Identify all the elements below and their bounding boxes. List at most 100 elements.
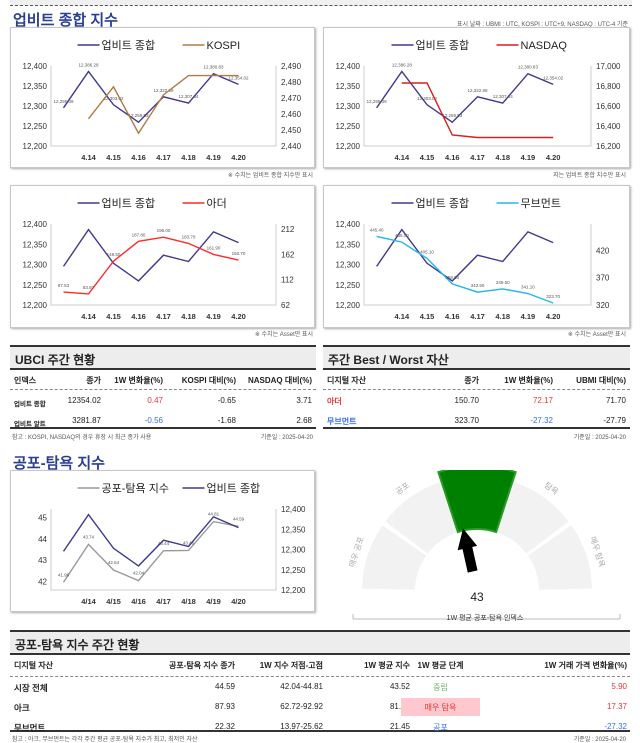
data-label: 323.70 bbox=[546, 294, 560, 299]
right-axis-tick: 2,450 bbox=[281, 126, 302, 135]
plot-frame bbox=[50, 66, 277, 147]
data-label: 435.00 bbox=[395, 233, 409, 238]
cell: 44.59 bbox=[214, 682, 235, 691]
cell: 업비트 알트 bbox=[14, 421, 46, 428]
data-label: 12,380.83 bbox=[203, 65, 224, 70]
legend-label: 업비트 종합 bbox=[416, 39, 470, 52]
right-axis-tick: 12,400 bbox=[281, 505, 306, 514]
x-axis-tick: 4.16 bbox=[131, 312, 146, 321]
x-axis-tick: 4/15 bbox=[106, 597, 121, 606]
gauge-segment bbox=[385, 482, 457, 554]
cell: 아더 bbox=[327, 397, 342, 406]
cell: -27.32 bbox=[604, 722, 627, 731]
data-label: 83.97 bbox=[83, 285, 95, 290]
section-title-ubmi: 업비트 종합 지수 bbox=[13, 12, 118, 29]
left-axis-tick: 45 bbox=[38, 514, 47, 523]
bestworst-header-row: 디지털 자산 종가 1W 변화율(%) UBMI 대비(%) bbox=[323, 370, 630, 390]
series-line-1 bbox=[63, 236, 239, 295]
data-label: 445.40 bbox=[370, 227, 384, 232]
cell: 42.04-44.81 bbox=[280, 682, 323, 691]
cell: -0.56 bbox=[144, 416, 163, 425]
x-axis-tick: 4.15 bbox=[106, 312, 121, 321]
gauge-segment bbox=[362, 525, 427, 590]
cell: 81.57 bbox=[389, 702, 410, 711]
x-axis-tick: 4.14 bbox=[395, 312, 410, 321]
data-label: 161.90 bbox=[207, 245, 221, 250]
data-label: 349.50 bbox=[496, 280, 510, 285]
data-label: 12,322.89 bbox=[467, 88, 488, 93]
cell: 3281.87 bbox=[72, 416, 101, 425]
x-axis-tick: 4/20 bbox=[231, 597, 246, 606]
cell: 무브먼트 bbox=[327, 417, 357, 426]
left-axis-tick: 12,350 bbox=[23, 240, 48, 249]
data-label: 12,259.53 bbox=[442, 113, 463, 118]
gauge-needle-arrow bbox=[457, 528, 478, 573]
data-label: 87.53 bbox=[58, 283, 70, 288]
right-axis-tick: 2,440 bbox=[281, 142, 302, 151]
gauge-label: 탐욕 bbox=[543, 480, 561, 497]
chart-note: ※ 수치는 Asset만 표시 bbox=[254, 332, 313, 338]
bestworst-table: 주간 Best / Worst 자산 디지털 자산 종가 1W 변화율(%) U… bbox=[323, 345, 630, 429]
data-label: 12,354.02 bbox=[543, 75, 564, 80]
chart-note: 지는 업비트 종합 지수만 표시 bbox=[553, 173, 626, 179]
right-axis-tick: 12,250 bbox=[281, 566, 306, 575]
gauge-segment bbox=[437, 470, 517, 534]
cell: 3.71 bbox=[296, 396, 312, 405]
right-axis-tick: 16,800 bbox=[596, 82, 621, 91]
col-header: 1W 거래 가격 변화율(%) bbox=[544, 661, 627, 670]
cell: 17.37 bbox=[606, 702, 627, 711]
chart-ubmi-kospi: 12,400 12,350 12,300 12,250 12,200 2,490 2,480… bbox=[10, 27, 315, 168]
fear-date: 기준일 : 2025-04-20 bbox=[573, 737, 626, 743]
left-axis-tick: 12,300 bbox=[23, 261, 48, 270]
right-axis-tick: 370 bbox=[596, 274, 610, 283]
data-label: 12,354.02 bbox=[228, 75, 249, 80]
data-label: 343.50 bbox=[471, 283, 485, 288]
gauge-value: 43 bbox=[470, 590, 484, 604]
col-header: 1W 변화율(%) bbox=[504, 376, 553, 385]
right-axis-tick: 2,470 bbox=[281, 94, 302, 103]
data-label: 42.54 bbox=[108, 560, 120, 565]
chart-fear-greed: 45 44 43 42 12,400 12,350 12,300 12,250 12,200 4/… bbox=[10, 470, 315, 612]
ubci-footnote: 참고 : KOSPI, NASDAQ의 경우 휴장 시 최근 종가 사용 bbox=[12, 435, 152, 441]
date-note: 표시 날짜 : UBMI : UTC, KOSPI : UTC+9, NASDA… bbox=[457, 22, 628, 28]
left-axis-tick: 12,200 bbox=[23, 142, 48, 151]
legend-label: 아더 bbox=[207, 197, 227, 210]
ubci-date: 기준일 : 2025-04-20 bbox=[260, 435, 313, 441]
cell: 12354.02 bbox=[67, 396, 101, 405]
ubci-header-row: 인덱스 종가 1W 변화율(%) KOSPI 대비(%) NASDAQ 대비(%… bbox=[10, 370, 316, 390]
cell: 2.68 bbox=[296, 416, 312, 425]
table-row: 시장 전체 44.59 42.04-44.81 43.52 중립 5.90 bbox=[10, 677, 630, 697]
table-row: 무브먼트 323.70 -27.32 -27.79 bbox=[323, 411, 630, 431]
chart-note: ※ 수치는 Asset만 표시 bbox=[567, 332, 626, 338]
x-axis-tick: 4.16 bbox=[131, 153, 146, 162]
cell: -27.32 bbox=[530, 416, 553, 425]
plot-frame bbox=[50, 224, 277, 306]
legend-label: 업비트 종합 bbox=[416, 197, 470, 210]
plot-frame bbox=[50, 509, 277, 591]
right-axis-tick: 62 bbox=[281, 301, 290, 310]
data-label: 12,386.28 bbox=[392, 62, 413, 67]
cell: 62.72-92.92 bbox=[280, 702, 323, 711]
x-axis-tick: 4.15 bbox=[420, 153, 435, 162]
series-line-1 bbox=[401, 82, 554, 139]
series-line-0 bbox=[62, 228, 239, 282]
series-line-1 bbox=[62, 513, 239, 567]
gauge-segment bbox=[497, 482, 569, 554]
data-label: 44.81 bbox=[208, 512, 220, 517]
col-header: 디지털 자산 bbox=[327, 376, 367, 385]
series-line-1 bbox=[87, 74, 239, 135]
cell: 43.52 bbox=[389, 682, 410, 691]
left-axis-tick: 12,300 bbox=[336, 261, 361, 270]
x-axis-tick: 4.18 bbox=[495, 153, 510, 162]
data-label: 358.60 bbox=[445, 275, 459, 280]
x-axis-tick: 4.15 bbox=[420, 312, 435, 321]
legend-label: 업비트 종합 bbox=[207, 482, 261, 495]
gauge-label: 매우 공포 bbox=[348, 535, 366, 568]
right-axis-tick: 16,600 bbox=[596, 102, 621, 111]
col-header: 종가 bbox=[86, 376, 101, 385]
right-axis-tick: 2,460 bbox=[281, 110, 302, 119]
left-axis-tick: 12,350 bbox=[336, 240, 361, 249]
data-label: 12,303.02 bbox=[417, 96, 438, 101]
x-axis-tick: 4.17 bbox=[156, 312, 171, 321]
